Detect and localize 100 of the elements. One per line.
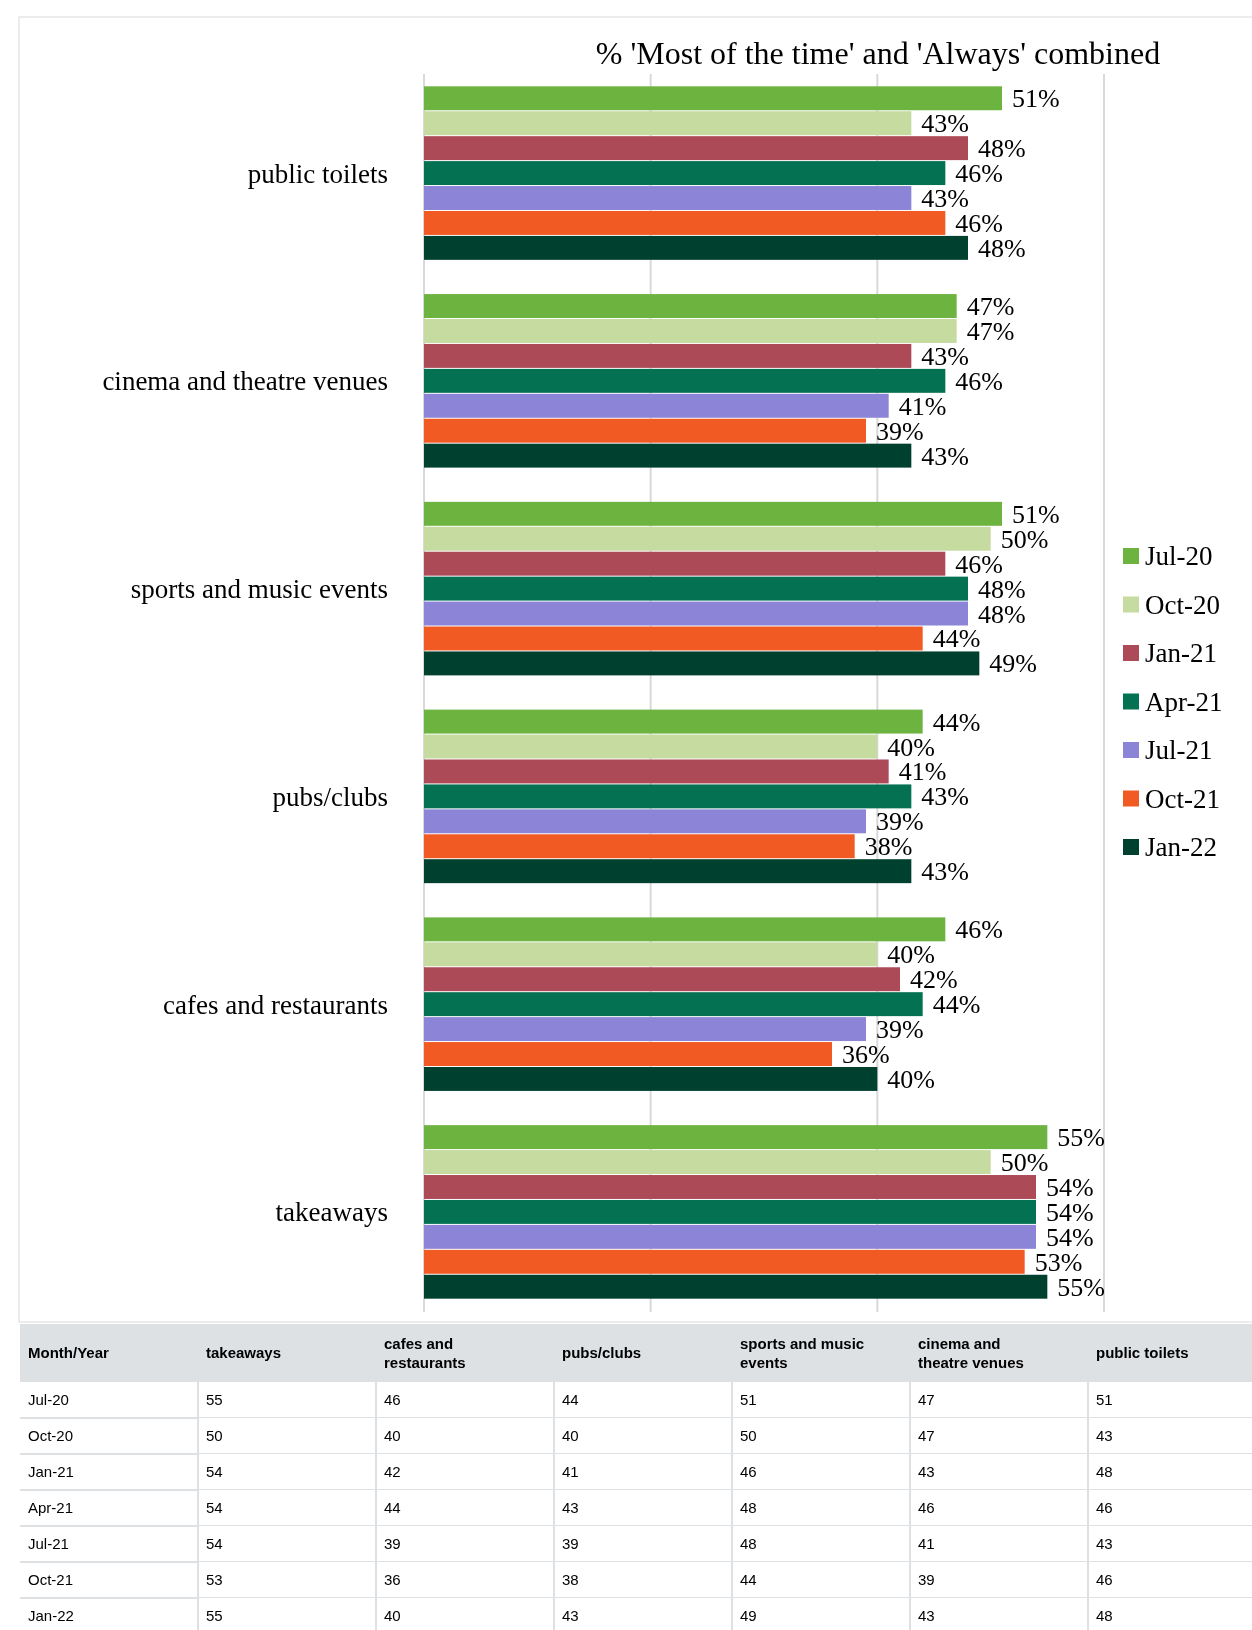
bar (424, 136, 968, 161)
data-label: 40 (384, 1427, 401, 1444)
bar (424, 809, 866, 834)
bar (424, 734, 878, 759)
bar (424, 784, 912, 809)
y-tick-label: Jan-21 (28, 1463, 74, 1480)
data-label: 43 (562, 1607, 579, 1624)
bar (424, 86, 1002, 111)
data-label: 51 (1096, 1391, 1113, 1408)
bar (424, 1224, 1036, 1249)
data-label: 49 (740, 1607, 757, 1624)
legend-label: Apr-21 (1145, 686, 1223, 717)
bar (424, 992, 923, 1017)
bar (424, 601, 968, 626)
data-label: 42 (384, 1463, 401, 1480)
data-label: 50 (206, 1427, 223, 1444)
data-label: 49% (989, 649, 1038, 679)
legend-label: Oct-21 (1145, 783, 1220, 814)
data-label: 39 (384, 1535, 401, 1552)
bar (424, 1066, 878, 1091)
legend-label: Oct-20 (1145, 589, 1220, 620)
bar (424, 161, 946, 186)
legend-label: Jan-22 (1145, 832, 1217, 862)
bar (424, 709, 923, 734)
data-label: 43% (921, 857, 970, 887)
data-label: 41 (918, 1535, 935, 1552)
data-label: 48 (740, 1499, 757, 1516)
data-label: 40 (562, 1427, 579, 1444)
bar (424, 917, 946, 942)
bar (424, 1175, 1036, 1199)
data-label: 46 (384, 1391, 401, 1408)
data-label: 43 (562, 1499, 579, 1516)
legend-label: Jan-21 (1145, 638, 1217, 668)
data-label: 44 (562, 1391, 579, 1408)
bar (424, 1017, 866, 1042)
data-label: 47 (918, 1391, 935, 1408)
bar (424, 1199, 1036, 1224)
legend-label: Jul-20 (1145, 541, 1213, 571)
bar (424, 526, 991, 551)
bar (424, 626, 923, 651)
data-label: 46% (955, 915, 1004, 945)
y-tick-label: Oct-21 (28, 1571, 74, 1588)
bar (424, 111, 912, 136)
data-label: 54 (206, 1499, 223, 1516)
data-label: 44 (740, 1571, 757, 1588)
y-tick-label: Jan-22 (28, 1607, 74, 1624)
data-label: 48 (1096, 1463, 1113, 1480)
bar (424, 1125, 1048, 1150)
bar (424, 210, 946, 235)
x-tick-label: pubs/clubs (562, 1344, 642, 1361)
data-label: 44% (932, 624, 981, 654)
bar (424, 759, 889, 784)
data-label: 46 (1096, 1499, 1113, 1516)
chart-title: % 'Most of the time' and 'Always' combined (595, 35, 1161, 71)
data-label: 39 (562, 1535, 579, 1552)
x-tick-label: cafes and restaurants (384, 1334, 466, 1371)
data-label: 53 (206, 1571, 223, 1588)
bar (424, 186, 912, 210)
y-tick-label: takeaways (275, 1197, 388, 1228)
data-label: 55 (206, 1607, 223, 1624)
bar (424, 319, 957, 343)
bar (424, 418, 866, 443)
bar (424, 859, 912, 884)
bar (424, 501, 1002, 526)
data-label: 48 (1096, 1607, 1113, 1624)
data-label: 51 (740, 1391, 757, 1408)
data-label: 48 (740, 1535, 757, 1552)
data-label: 55% (1057, 1123, 1106, 1153)
data-label: 46 (740, 1463, 757, 1480)
data-label: 41 (562, 1463, 579, 1480)
bar (424, 551, 946, 576)
data-label: 54 (206, 1535, 223, 1552)
data-label: 39 (918, 1571, 935, 1588)
data-label: 54 (206, 1463, 223, 1480)
data-label: 40 (384, 1607, 401, 1624)
data-label: 55 (206, 1391, 223, 1408)
data-label: 43% (921, 109, 970, 139)
y-tick-label: Oct-20 (28, 1427, 74, 1444)
bar (424, 294, 957, 319)
bar (424, 235, 968, 260)
data-label: 43 (1096, 1427, 1113, 1444)
y-tick-label: Jul-20 (28, 1391, 69, 1408)
bar (424, 343, 912, 368)
bar (424, 834, 855, 859)
data-label: 43 (1096, 1535, 1113, 1552)
bar (424, 651, 980, 676)
bar (424, 393, 889, 418)
y-tick-label: cafes and restaurants (163, 989, 388, 1020)
data-label: 44 (384, 1499, 401, 1516)
x-tick-label: cinema and theatre venues (918, 1334, 1024, 1371)
data-label: 38 (562, 1571, 579, 1588)
data-label: 51% (1012, 84, 1060, 114)
data-label: 43 (918, 1463, 935, 1480)
data-label: 43% (921, 441, 970, 471)
bar (424, 1042, 832, 1066)
data-label: 43 (918, 1607, 935, 1624)
bar (424, 443, 912, 468)
data-label: 40% (887, 1064, 936, 1094)
legend-label: Jul-21 (1145, 735, 1213, 765)
data-label: 50 (740, 1427, 757, 1444)
